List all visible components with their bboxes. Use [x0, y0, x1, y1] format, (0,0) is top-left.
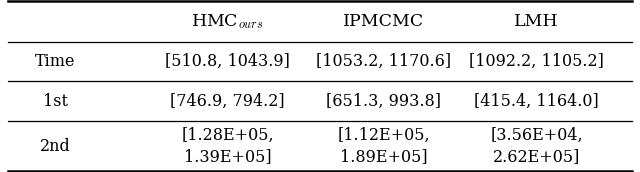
Text: IPMCMC: IPMCMC	[343, 13, 424, 30]
Text: [1092.2, 1105.2]: [1092.2, 1105.2]	[469, 53, 604, 70]
Text: 1st: 1st	[43, 93, 68, 110]
Text: [1053.2, 1170.6]: [1053.2, 1170.6]	[316, 53, 451, 70]
Text: [746.9, 794.2]: [746.9, 794.2]	[170, 93, 285, 110]
Text: Time: Time	[35, 53, 76, 70]
Text: [1.28E+05,
1.39E+05]: [1.28E+05, 1.39E+05]	[181, 127, 274, 165]
Text: 2nd: 2nd	[40, 137, 71, 154]
Text: [1.12E+05,
1.89E+05]: [1.12E+05, 1.89E+05]	[337, 127, 430, 165]
Text: HMC$_{ours}$: HMC$_{ours}$	[191, 12, 264, 31]
Text: [510.8, 1043.9]: [510.8, 1043.9]	[165, 53, 290, 70]
Text: [651.3, 993.8]: [651.3, 993.8]	[326, 93, 441, 110]
Text: [3.56E+04,
2.62E+05]: [3.56E+04, 2.62E+05]	[490, 127, 583, 165]
Text: LMH: LMH	[515, 13, 559, 30]
Text: [415.4, 1164.0]: [415.4, 1164.0]	[474, 93, 599, 110]
